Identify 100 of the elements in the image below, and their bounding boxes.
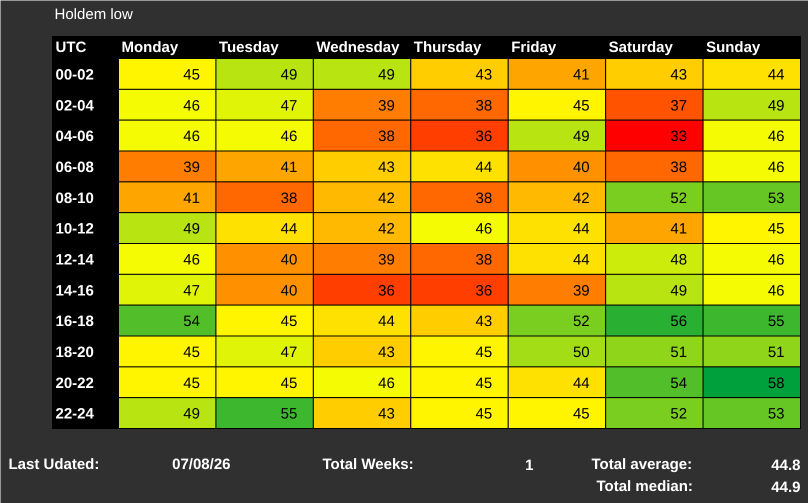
data-label: 53 xyxy=(768,190,785,207)
data-label: 46 xyxy=(768,251,785,268)
data-label: 45 xyxy=(280,374,298,392)
data-label: 49 xyxy=(183,406,200,423)
data-label: 43 xyxy=(476,313,492,330)
data-label: 51 xyxy=(670,344,688,361)
data-label: 46 xyxy=(768,282,785,300)
x-tick-label: Saturday xyxy=(608,39,674,56)
data-label: 56 xyxy=(670,313,688,330)
y-tick-label: 10-12 xyxy=(56,220,94,238)
data-label: 47 xyxy=(280,344,298,361)
data-label: 39 xyxy=(183,158,200,176)
y-tick-label: 00-02 xyxy=(56,66,94,84)
data-label: 45 xyxy=(476,406,492,423)
data-label: 38 xyxy=(476,190,492,207)
data-label: 46 xyxy=(280,128,298,146)
x-tick-label: Monday xyxy=(122,39,179,56)
y-tick-label: 06-08 xyxy=(56,158,94,176)
data-label: 48 xyxy=(670,251,688,268)
data-label: 43 xyxy=(476,66,492,84)
data-label: 46 xyxy=(768,128,785,146)
y-tick-label: 22-24 xyxy=(56,406,95,423)
data-label: 46 xyxy=(476,220,492,238)
data-label: 33 xyxy=(670,128,688,146)
data-label: 40 xyxy=(280,251,298,268)
data-label: 42 xyxy=(378,220,395,238)
data-label: 45 xyxy=(280,313,298,330)
data-label: 44 xyxy=(378,313,395,330)
data-label: 39 xyxy=(378,251,395,268)
y-tick-label: 12-14 xyxy=(56,251,95,268)
y-tick-label: 08-10 xyxy=(56,190,94,207)
data-label: 45 xyxy=(572,406,590,423)
data-label: 44 xyxy=(768,66,785,84)
data-label: 49 xyxy=(378,66,395,84)
data-label: 43 xyxy=(378,344,395,361)
data-label: 49 xyxy=(572,128,590,146)
data-label: 46 xyxy=(378,374,395,392)
data-label: 45 xyxy=(183,374,200,392)
data-label: 55 xyxy=(768,313,785,330)
y-tick-label: 18-20 xyxy=(56,344,94,361)
text: 44.9 xyxy=(771,479,801,496)
data-label: 52 xyxy=(670,406,688,423)
data-label: 47 xyxy=(183,282,200,300)
data-label: 43 xyxy=(378,158,395,176)
data-label: 41 xyxy=(183,190,200,207)
data-label: 36 xyxy=(378,282,395,300)
data-label: 38 xyxy=(476,251,492,268)
data-label: 58 xyxy=(768,374,785,392)
data-label: 38 xyxy=(670,158,688,176)
data-label: 36 xyxy=(476,282,492,300)
data-label: 36 xyxy=(476,128,492,146)
text: 1 xyxy=(525,457,534,474)
data-label: 43 xyxy=(670,66,688,84)
chart-title: Holdem low xyxy=(54,6,134,23)
y-tick-label: 16-18 xyxy=(56,313,94,330)
y-tick-label: 14-16 xyxy=(56,282,94,300)
x-tick-label: Thursday xyxy=(414,39,482,56)
data-label: 49 xyxy=(183,220,200,238)
data-label: 44 xyxy=(572,220,590,238)
data-label: 44 xyxy=(572,374,590,392)
data-label: 39 xyxy=(378,97,395,114)
data-label: 53 xyxy=(768,406,785,423)
x-tick-label: Wednesday xyxy=(316,39,400,56)
data-label: 54 xyxy=(670,374,688,392)
data-label: 49 xyxy=(768,97,785,114)
data-label: 46 xyxy=(768,158,785,176)
data-label: 50 xyxy=(572,344,590,361)
text: Total median: xyxy=(596,478,693,495)
data-label: 46 xyxy=(183,251,200,268)
data-label: 49 xyxy=(280,66,298,84)
data-label: 38 xyxy=(378,128,395,146)
data-label: 45 xyxy=(768,220,785,238)
data-label: 45 xyxy=(183,344,200,361)
text: 07/08/26 xyxy=(172,456,230,473)
data-label: 46 xyxy=(183,128,200,146)
data-label: 41 xyxy=(670,220,688,238)
data-label: 41 xyxy=(572,66,590,84)
data-label: 44 xyxy=(572,251,590,268)
data-label: 54 xyxy=(183,313,200,330)
y-tick-label: 20-22 xyxy=(56,374,94,392)
data-label: 39 xyxy=(572,282,590,300)
data-label: 51 xyxy=(768,344,785,361)
data-label: 55 xyxy=(280,406,298,423)
text: Total average: xyxy=(592,456,692,473)
x-tick-label: Friday xyxy=(511,39,557,56)
data-label: 43 xyxy=(378,406,395,423)
text: 44.8 xyxy=(771,457,801,474)
data-label: 42 xyxy=(378,190,395,207)
data-label: 47 xyxy=(280,97,298,114)
text: Total Weeks: xyxy=(322,456,414,473)
data-label: 45 xyxy=(476,374,492,392)
data-label: 40 xyxy=(572,158,590,176)
data-label: 45 xyxy=(183,66,200,84)
y-tick-label: 02-04 xyxy=(56,97,95,114)
data-label: 52 xyxy=(572,313,590,330)
data-label: 37 xyxy=(670,97,688,114)
data-label: 46 xyxy=(183,97,200,114)
data-label: 38 xyxy=(280,190,298,207)
data-label: 52 xyxy=(670,190,688,207)
data-label: 40 xyxy=(280,282,298,300)
